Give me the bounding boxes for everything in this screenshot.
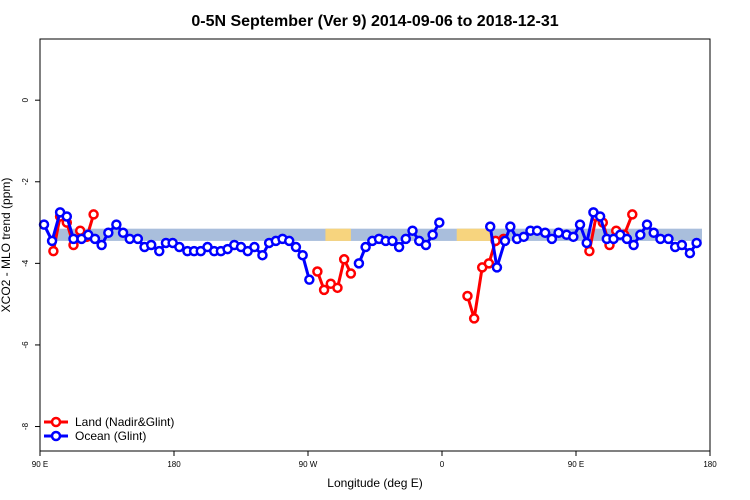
series-1-point — [434, 217, 445, 228]
series-1-point — [297, 249, 308, 261]
x-tick-label: 90 E — [32, 460, 48, 469]
series-1-point — [594, 211, 606, 222]
series-1-point — [353, 258, 365, 269]
series-1-point — [393, 241, 405, 253]
series-1-point — [89, 233, 101, 245]
series-1-point — [621, 233, 633, 245]
series-1-point — [154, 245, 165, 257]
x-tick-label: 180 — [703, 460, 717, 469]
series-1-point — [491, 262, 503, 273]
series-1-point — [420, 239, 432, 251]
series-1-point — [499, 235, 511, 247]
legend-marker-0 — [50, 416, 62, 428]
legend-label-1: Ocean (Glint) — [75, 429, 146, 443]
series-1-point — [61, 211, 73, 222]
y-tick-label: -6 — [21, 341, 30, 349]
series-0-point — [462, 290, 473, 302]
x-tick-label: 90 W — [299, 460, 318, 469]
series-1-point — [581, 237, 592, 249]
series-1-point — [553, 227, 564, 239]
chart-title: 0-5N September (Ver 9) 2014-09-06 to 201… — [191, 13, 558, 30]
y-axis-label: XCO2 - MLO trend (ppm) — [0, 178, 13, 313]
series-1-point — [484, 221, 496, 232]
series-1-point — [641, 219, 653, 230]
series-1-point — [96, 239, 107, 251]
y-tick-label: -8 — [21, 422, 30, 430]
series-1-point — [518, 231, 529, 243]
land-band-1 — [456, 228, 491, 241]
legend-marker-1 — [50, 430, 62, 442]
x-tick-label: 180 — [167, 460, 181, 469]
y-tick-label: 0 — [21, 97, 30, 102]
series-1-point — [400, 233, 412, 245]
legend: Land (Nadir&Glint)Ocean (Glint) — [44, 415, 174, 443]
x-axis-label: Longitude (deg E) — [327, 476, 422, 490]
series-layer — [38, 207, 702, 324]
x-tick-label: 90 E — [568, 460, 584, 469]
series-0-point — [468, 313, 480, 324]
y-axis: 0 -2 -4 -6 -8 — [21, 97, 40, 430]
series-0-point — [332, 282, 343, 294]
series-1-point — [46, 235, 58, 247]
series-0-point — [483, 258, 495, 269]
series-0-point — [318, 284, 330, 296]
series-1-point — [531, 225, 543, 236]
series-0-line-2 — [466, 237, 504, 320]
series-1-point — [249, 241, 260, 253]
series-1-point — [648, 227, 659, 239]
series-1-point — [407, 225, 418, 236]
y-tick-label: -2 — [21, 178, 30, 186]
series-0-point — [584, 245, 595, 257]
series-1-point — [360, 241, 371, 253]
land-band-0 — [325, 228, 351, 241]
series-0-point — [345, 268, 357, 279]
series-1-point — [290, 241, 302, 253]
series-1-point — [635, 229, 646, 241]
series-1-point — [111, 219, 122, 230]
series-1-point — [628, 239, 639, 251]
series-1-point — [505, 221, 516, 232]
x-tick-label: 0 — [440, 460, 445, 469]
series-1-point — [174, 241, 185, 253]
series-1-point — [684, 247, 696, 259]
series-1-point — [676, 239, 688, 251]
series-1-point — [38, 219, 50, 230]
series-1-point — [663, 233, 674, 245]
series-0-point — [48, 245, 59, 257]
series-0-point — [88, 209, 99, 220]
series-1-point — [304, 274, 315, 285]
series-1-point — [283, 235, 295, 247]
series-1-point — [145, 239, 157, 251]
series-1-point — [691, 237, 702, 249]
series-1-point — [574, 219, 586, 230]
series-1-point — [257, 249, 268, 261]
x-axis: 90 E 180 90 W 0 90 E 180 — [32, 451, 717, 469]
series-1-point — [117, 227, 129, 239]
plot-frame — [39, 38, 711, 452]
series-0-point — [312, 266, 323, 277]
series-0-point — [338, 254, 350, 265]
series-1-point — [568, 231, 579, 243]
legend-label-0: Land (Nadir&Glint) — [75, 415, 174, 429]
series-1-point — [387, 235, 398, 247]
series-1-point — [546, 233, 558, 245]
series-0 — [48, 209, 638, 324]
series-0-point — [627, 209, 638, 220]
y-tick-label: -4 — [21, 259, 30, 267]
series-1-point — [132, 233, 144, 245]
series-1-point — [103, 227, 114, 239]
series-1 — [38, 207, 702, 285]
series-1-point — [539, 227, 551, 239]
series-1-point — [427, 229, 438, 241]
